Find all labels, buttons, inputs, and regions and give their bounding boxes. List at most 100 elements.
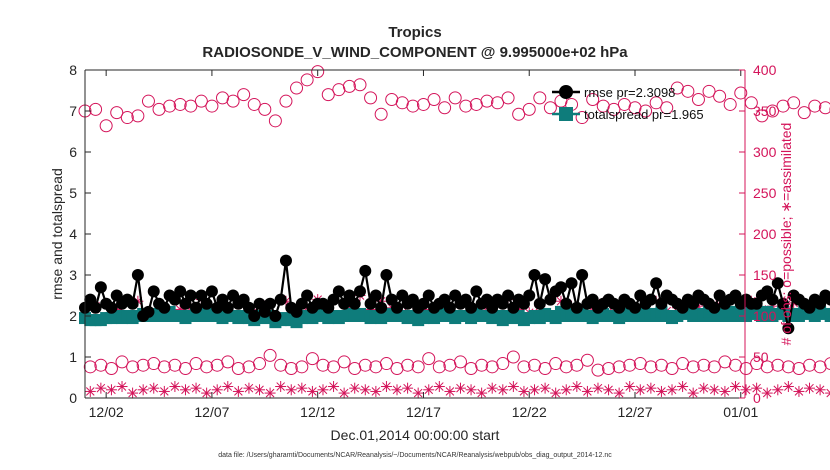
rmse-point: [533, 297, 546, 310]
obs-assimilated-point: [423, 384, 435, 396]
rmse-point: [570, 301, 583, 314]
obs-possible-point: [126, 360, 140, 374]
obs-possible-point: [734, 86, 748, 100]
star-stroke: [371, 387, 381, 396]
star-stroke: [265, 388, 275, 398]
obs-assimilated-point: [507, 381, 519, 393]
rmse-point: [824, 293, 830, 306]
rmse-point: [782, 322, 795, 335]
obs-possible-point: [591, 363, 605, 377]
obs-assimilated-point: [137, 384, 149, 396]
obs-assimilated-point: [751, 382, 763, 394]
rmse-point: [565, 277, 578, 290]
obs-possible-point: [575, 111, 589, 125]
obs-assimilated-point: [116, 381, 128, 393]
x-tick-label: 12/02: [89, 404, 124, 420]
star-stroke: [170, 382, 180, 391]
obs-possible-point: [406, 99, 420, 113]
rmse-point: [359, 264, 372, 277]
obs-assimilated-point: [677, 381, 689, 393]
y-tick-label-right: 0: [753, 390, 761, 406]
star-stroke: [625, 382, 635, 391]
obs-assimilated-point: [179, 384, 191, 396]
obs-assimilated-point: [148, 382, 160, 394]
star-stroke: [826, 388, 830, 394]
obs-possible-point: [194, 94, 208, 108]
star-stroke: [160, 387, 169, 396]
obs-assimilated-point: [814, 384, 826, 396]
obs-assimilated-point: [740, 384, 752, 396]
obs-possible-point: [311, 65, 325, 79]
obs-assimilated-point: [169, 381, 181, 393]
star-stroke: [435, 382, 444, 391]
series-layer: [78, 65, 830, 399]
rmse-point: [200, 297, 213, 310]
star-stroke: [646, 383, 656, 393]
star-stroke: [117, 382, 127, 391]
x-tick-label: 01/01: [723, 404, 758, 420]
obs-possible-point: [258, 102, 272, 116]
rmse-point: [380, 269, 393, 281]
star-stroke: [223, 382, 233, 391]
obs-possible-point: [559, 360, 573, 374]
y-tick-label-right: 50: [753, 349, 769, 365]
star-stroke: [688, 388, 698, 398]
obs-possible-point: [512, 107, 526, 121]
obs-possible-point: [543, 101, 557, 115]
obs-possible-point: [501, 91, 515, 105]
obs-series-1: [83, 348, 830, 377]
obs-possible-point: [321, 88, 335, 102]
obs-assimilated-point: [729, 381, 741, 393]
obs-assimilated-point: [158, 385, 170, 397]
star-stroke: [202, 388, 211, 398]
obs-possible-point: [99, 119, 113, 133]
y-tick-label-right: 350: [753, 103, 777, 119]
obs-possible-point: [416, 97, 430, 111]
obs-assimilated-point: [84, 385, 96, 397]
rmse-point: [422, 289, 435, 302]
rmse-point: [644, 293, 657, 306]
obs-assimilated-point: [338, 387, 350, 399]
rmse-point: [184, 289, 197, 302]
obs-assimilated-point: [359, 384, 371, 396]
obs-possible-point: [644, 360, 658, 374]
obs-possible-point: [173, 97, 187, 111]
obs-assimilated-point: [433, 381, 445, 393]
obs-possible-point: [612, 360, 626, 374]
rmse-point: [354, 285, 366, 298]
obs-possible-point: [739, 361, 753, 375]
star-stroke: [752, 383, 761, 393]
rmse-point: [301, 289, 314, 302]
obs-possible-point: [300, 73, 314, 87]
obs-assimilated-point: [655, 385, 667, 397]
obs-possible-point: [660, 101, 674, 115]
legend-rmse-marker: [559, 85, 573, 99]
legend-spread-marker: [559, 107, 573, 121]
rmse-point: [126, 297, 139, 310]
obs-assimilated-point: [444, 385, 456, 397]
rmse-point: [190, 301, 203, 314]
obs-assimilated-point: [603, 384, 615, 396]
obs-possible-point: [491, 96, 504, 110]
y-tick-label-left: 0: [69, 390, 77, 406]
star-stroke: [678, 382, 687, 391]
obs-assimilated-point: [454, 382, 466, 394]
rmse-point: [560, 297, 573, 310]
obs-assimilated-point: [782, 381, 794, 393]
y-axis-label-left: rmse and totalspread: [49, 168, 65, 300]
obs-assimilated-point: [804, 382, 816, 394]
obs-possible-point: [226, 94, 240, 108]
star-stroke: [477, 388, 486, 398]
rmse-point: [554, 281, 567, 294]
obs-possible-point: [602, 361, 616, 375]
rmse-point: [131, 269, 144, 281]
obs-possible-point: [607, 102, 621, 116]
obs-assimilated-point: [476, 387, 488, 399]
star-stroke: [318, 385, 328, 395]
obs-assimilated-point: [95, 382, 107, 394]
footnote: data file: /Users/gharamti/Documents/NCA…: [218, 452, 612, 459]
obs-possible-point: [760, 360, 774, 374]
star-stroke: [509, 382, 518, 391]
star-stroke: [794, 387, 804, 396]
obs-possible-point: [364, 91, 378, 105]
